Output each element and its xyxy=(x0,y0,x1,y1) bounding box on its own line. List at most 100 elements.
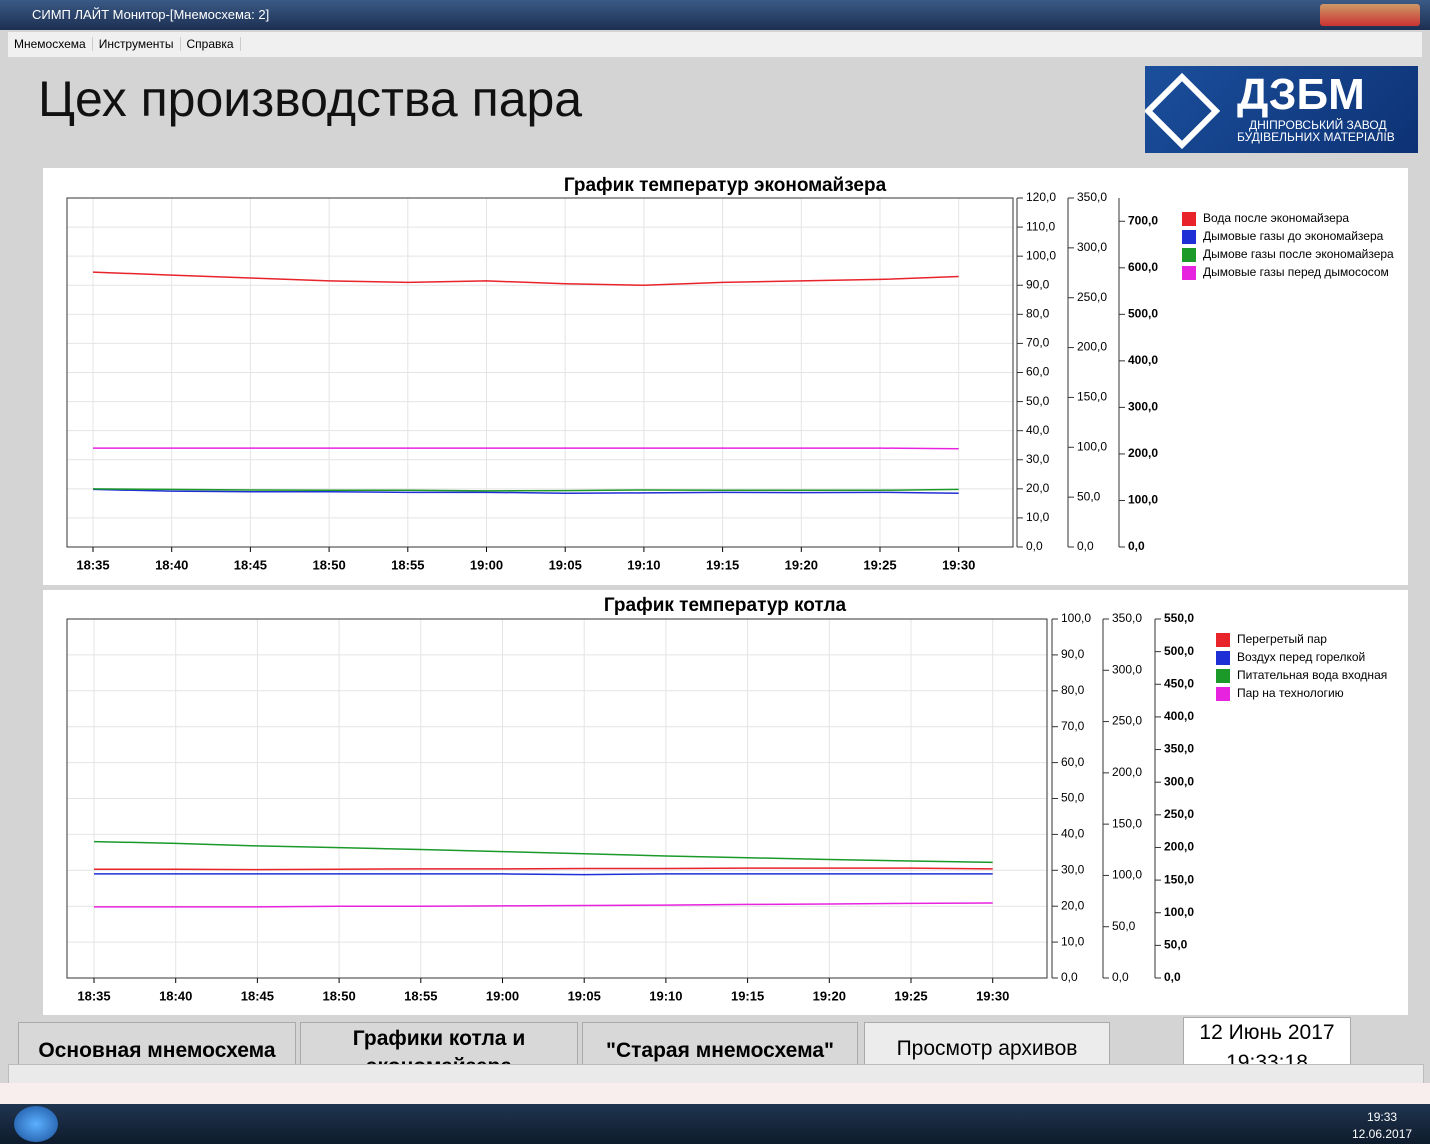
legend-label: Дымовые газы до экономайзера xyxy=(1203,229,1384,243)
y-tick-label: 250,0 xyxy=(1112,714,1142,728)
y-tick-label: 200,0 xyxy=(1164,840,1194,854)
y-tick-label: 100,0 xyxy=(1112,868,1142,882)
y-tick-label: 150,0 xyxy=(1077,390,1107,404)
y-tick-label: 70,0 xyxy=(1061,719,1085,733)
y-tick-label: 350,0 xyxy=(1077,190,1107,204)
legend-swatch xyxy=(1182,212,1196,226)
y-tick-label: 0,0 xyxy=(1128,539,1145,553)
status-strip xyxy=(0,1083,1430,1104)
x-tick-label: 19:00 xyxy=(470,557,503,572)
clock: 19:33 12.06.2017 xyxy=(1352,1110,1412,1141)
y-tick-label: 100,0 xyxy=(1128,493,1158,507)
start-button[interactable] xyxy=(14,1106,58,1142)
y-tick-label: 100,0 xyxy=(1164,905,1194,919)
y-tick-label: 500,0 xyxy=(1164,644,1194,658)
x-tick-label: 18:40 xyxy=(159,988,192,1003)
legend-label: Дымовые газы перед дымососом xyxy=(1203,265,1389,279)
clock-time: 19:33 xyxy=(1352,1110,1412,1124)
y-tick-label: 300,0 xyxy=(1077,240,1107,254)
y-tick-label: 50,0 xyxy=(1112,919,1136,933)
y-tick-label: 70,0 xyxy=(1026,336,1050,350)
y-tick-label: 250,0 xyxy=(1164,807,1194,821)
page: СИМП ЛАЙТ Монитор-[Мнемосхема: 2] Мнемос… xyxy=(0,0,1430,1144)
x-tick-label: 18:45 xyxy=(241,988,274,1003)
legend-label: Вода после экономайзера xyxy=(1203,211,1349,225)
y-tick-label: 0,0 xyxy=(1112,970,1129,984)
legend-swatch xyxy=(1216,669,1230,683)
y-tick-label: 60,0 xyxy=(1026,365,1050,379)
legend-label: Воздух перед горелкой xyxy=(1237,650,1365,664)
y-tick-label: 0,0 xyxy=(1026,539,1043,553)
clock-date: 12.06.2017 xyxy=(1352,1127,1412,1141)
legend-swatch xyxy=(1182,230,1196,244)
y-tick-label: 400,0 xyxy=(1128,353,1158,367)
nav-button[interactable]: Просмотр архивов xyxy=(864,1022,1110,1069)
legend-label: Питательная вода входная xyxy=(1237,668,1387,682)
y-tick-label: 500,0 xyxy=(1128,307,1158,321)
series-line xyxy=(93,448,959,449)
y-tick-label: 40,0 xyxy=(1026,423,1050,437)
series-line xyxy=(94,874,993,875)
x-tick-label: 19:00 xyxy=(486,988,519,1003)
y-tick-label: 50,0 xyxy=(1061,791,1085,805)
y-tick-label: 80,0 xyxy=(1026,307,1050,321)
y-tick-label: 150,0 xyxy=(1164,872,1194,886)
y-tick-label: 60,0 xyxy=(1061,755,1085,769)
x-tick-label: 19:25 xyxy=(894,988,927,1003)
y-tick-label: 110,0 xyxy=(1026,219,1055,233)
y-tick-label: 200,0 xyxy=(1112,765,1142,779)
y-tick-label: 30,0 xyxy=(1061,862,1085,876)
x-tick-label: 18:35 xyxy=(76,557,109,572)
legend-label: Пар на технологию xyxy=(1237,686,1344,700)
y-tick-label: 120,0 xyxy=(1026,190,1056,204)
chart-panel xyxy=(43,590,1408,1015)
x-tick-label: 19:20 xyxy=(785,557,818,572)
y-tick-label: 200,0 xyxy=(1128,446,1158,460)
date: 12 Июнь 2017 xyxy=(1184,1021,1350,1045)
x-tick-label: 18:50 xyxy=(322,988,355,1003)
x-tick-label: 19:30 xyxy=(976,988,1009,1003)
x-tick-label: 19:05 xyxy=(549,557,582,572)
y-tick-label: 100,0 xyxy=(1026,248,1056,262)
y-tick-label: 250,0 xyxy=(1077,290,1107,304)
y-tick-label: 300,0 xyxy=(1164,774,1194,788)
datetime: 12 Июнь 2017 19:33:18 xyxy=(1183,1017,1351,1067)
x-tick-label: 19:30 xyxy=(942,557,975,572)
y-tick-label: 600,0 xyxy=(1128,260,1158,274)
y-tick-label: 50,0 xyxy=(1026,394,1050,408)
y-tick-label: 200,0 xyxy=(1077,340,1107,354)
x-tick-label: 18:55 xyxy=(404,988,437,1003)
legend-swatch xyxy=(1182,248,1196,262)
y-tick-label: 300,0 xyxy=(1112,662,1142,676)
y-tick-label: 100,0 xyxy=(1061,611,1091,625)
x-tick-label: 19:20 xyxy=(813,988,846,1003)
x-tick-label: 19:05 xyxy=(568,988,601,1003)
y-tick-label: 100,0 xyxy=(1077,439,1107,453)
chart-title: График температур котла xyxy=(604,595,847,616)
y-tick-label: 20,0 xyxy=(1061,898,1085,912)
y-tick-label: 50,0 xyxy=(1164,938,1188,952)
legend-label: Дымове газы после экономайзера xyxy=(1203,247,1394,261)
nav-button[interactable]: Основная мнемосхема xyxy=(18,1022,296,1069)
x-tick-label: 19:15 xyxy=(731,988,764,1003)
legend-swatch xyxy=(1216,687,1230,701)
y-tick-label: 400,0 xyxy=(1164,709,1194,723)
y-tick-label: 150,0 xyxy=(1112,816,1142,830)
scrollbar[interactable] xyxy=(8,1064,1424,1084)
y-tick-label: 0,0 xyxy=(1061,970,1078,984)
x-tick-label: 18:40 xyxy=(155,557,188,572)
x-tick-label: 19:25 xyxy=(863,557,896,572)
x-tick-label: 18:55 xyxy=(391,557,424,572)
charts: График температур экономайзера18:3518:40… xyxy=(0,0,1430,1144)
y-tick-label: 30,0 xyxy=(1026,452,1050,466)
x-tick-label: 19:10 xyxy=(649,988,682,1003)
legend-label: Перегретый пар xyxy=(1237,632,1327,646)
y-tick-label: 350,0 xyxy=(1112,611,1142,625)
x-tick-label: 19:10 xyxy=(627,557,660,572)
taskbar: 19:33 12.06.2017 xyxy=(0,1104,1430,1144)
x-tick-label: 19:15 xyxy=(706,557,739,572)
nav-button[interactable]: "Старая мнемосхема" xyxy=(582,1022,858,1069)
y-tick-label: 20,0 xyxy=(1026,481,1050,495)
y-tick-label: 40,0 xyxy=(1061,827,1085,841)
y-tick-label: 300,0 xyxy=(1128,400,1158,414)
